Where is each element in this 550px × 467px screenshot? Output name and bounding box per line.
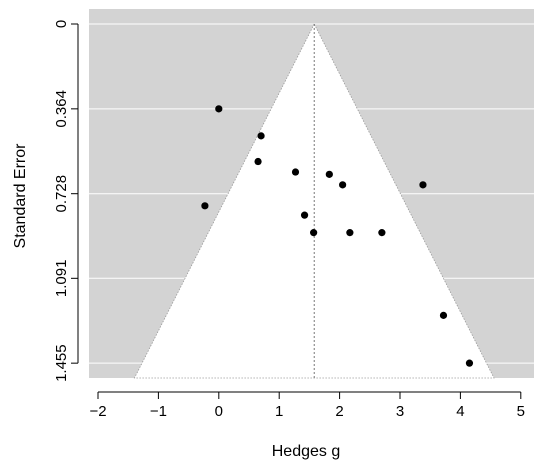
- y-tick-label: 0.364: [53, 90, 70, 128]
- x-tick-label: 5: [517, 403, 525, 420]
- data-points: [201, 105, 474, 367]
- data-point: [310, 229, 318, 237]
- x-tick-label: −1: [150, 403, 167, 420]
- data-point: [254, 157, 262, 166]
- x-tick-label: 0: [215, 403, 223, 420]
- x-tick-label: 4: [456, 403, 464, 420]
- x-tick-label: 2: [335, 403, 343, 420]
- data-point: [215, 105, 223, 113]
- data-point: [291, 168, 300, 176]
- y-axis: 0 0.364 0.728 1.091 1.455: [53, 20, 79, 382]
- y-tick-label: 1.455: [53, 344, 70, 382]
- x-tick-label: 3: [396, 403, 404, 420]
- x-axis-title: Hedges g: [272, 443, 341, 460]
- data-point: [465, 359, 474, 367]
- data-point: [346, 229, 354, 237]
- data-point: [300, 211, 309, 219]
- x-tick-label: −2: [89, 403, 106, 420]
- data-point: [378, 229, 386, 237]
- data-point: [325, 170, 333, 178]
- data-point: [257, 132, 265, 140]
- data-point: [439, 311, 448, 319]
- y-tick-label: 1.091: [53, 260, 70, 298]
- y-tick-label: 0.728: [53, 175, 70, 213]
- data-point: [339, 181, 347, 189]
- data-point: [201, 202, 209, 210]
- y-tick-label: 0: [53, 20, 70, 28]
- x-axis: −2 −1 0 1 2 3 4 5: [89, 391, 525, 420]
- y-axis-title: Standard Error: [12, 143, 29, 249]
- x-tick-label: 1: [275, 403, 283, 420]
- data-point: [419, 181, 427, 189]
